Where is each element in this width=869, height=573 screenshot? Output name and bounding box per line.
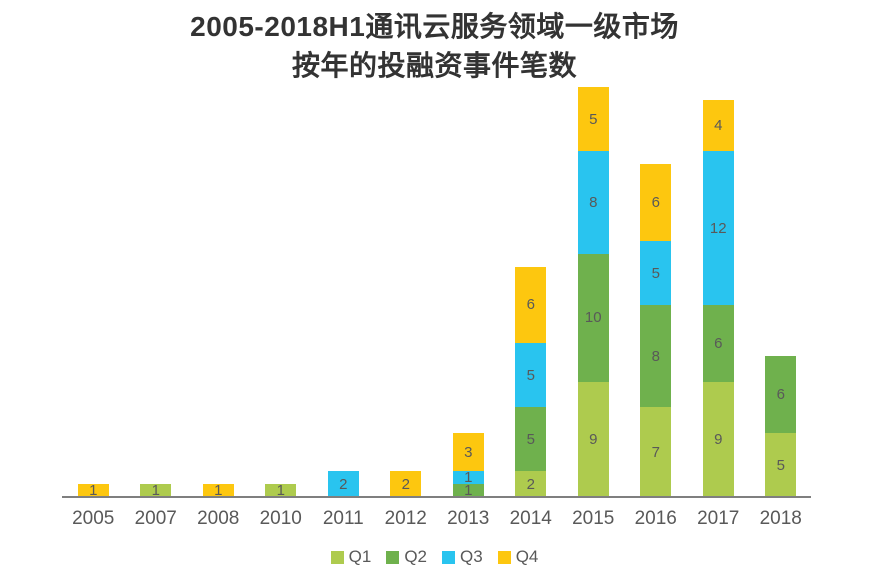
x-axis-label-2015: 2015 <box>572 508 615 529</box>
bar-segment-q1-2015: 9 <box>577 381 609 497</box>
bar-segment-q3-2015: 8 <box>577 151 609 254</box>
bar-segment-q2-2014: 5 <box>515 407 547 472</box>
bar-value-label: 1 <box>151 482 160 500</box>
bar-value-label: 5 <box>651 264 660 282</box>
bar-value-label: 4 <box>714 117 723 135</box>
plot-area: 1 2005 1 2007 1 2008 1 2010 2 2011 2 2012 1 1 3 2013 2 5 5… <box>62 0 812 529</box>
bar-value-label: 2 <box>526 475 535 493</box>
bar-value-label: 8 <box>589 194 598 212</box>
bar-value-label: 1 <box>214 482 223 500</box>
chart-title-line2: 按年的投融资事件笔数 <box>291 49 577 81</box>
bar-segment-q3-2014: 5 <box>515 343 547 408</box>
bar-segment-q2-2015: 10 <box>577 253 609 382</box>
bar-value-label: 3 <box>464 443 473 461</box>
legend-label-q4: Q4 <box>515 547 539 566</box>
x-axis-label-2007: 2007 <box>134 508 177 529</box>
legend-item-q4: Q4 <box>497 547 539 567</box>
bar-value-label: 7 <box>651 443 660 461</box>
bar-segment-q1-2007: 1 <box>140 482 172 500</box>
bar-value-label: 9 <box>589 430 598 448</box>
x-axis-label-2016: 2016 <box>634 508 677 529</box>
bar-segment-q1-2010: 1 <box>265 482 297 500</box>
bar-value-label: 6 <box>714 334 723 352</box>
x-axis-label-2005: 2005 <box>72 508 115 529</box>
bar-segment-q4-2008: 1 <box>202 482 234 500</box>
legend-label-q3: Q3 <box>460 547 483 566</box>
bar-value-label: 2 <box>339 475 348 493</box>
bar-value-label: 5 <box>776 456 785 474</box>
legend-swatch-q3 <box>442 550 455 564</box>
bar-value-label: 10 <box>584 309 602 327</box>
bar-segment-q3-2013: 1 <box>452 469 484 487</box>
bar-value-label: 1 <box>464 482 473 500</box>
x-axis-line <box>62 496 811 498</box>
x-axis-label-2012: 2012 <box>384 508 427 529</box>
bar-segment-q4-2016: 6 <box>640 164 672 241</box>
legend-label-q1: Q1 <box>348 547 372 566</box>
bar-segment-q4-2005: 1 <box>77 482 109 500</box>
bar-segment-q1-2016: 7 <box>640 407 672 497</box>
x-axis-label-2018: 2018 <box>759 508 802 529</box>
bar-segment-q4-2013: 3 <box>452 433 484 472</box>
legend-swatch-q4 <box>497 550 511 564</box>
bar-segment-q4-2015: 5 <box>577 87 609 152</box>
bar-value-label: 6 <box>526 296 535 314</box>
legend-swatch-q1 <box>330 550 344 564</box>
bar-value-label: 6 <box>651 194 660 212</box>
bar-value-label: 1 <box>276 482 285 500</box>
bar-segment-q1-2014: 2 <box>515 471 547 497</box>
chart-title-line1: 2005-2018H1通讯云服务领域一级市场 <box>190 11 679 42</box>
chart-title: 2005-2018H1通讯云服务领域一级市场 按年的投融资事件笔数 <box>0 8 869 85</box>
bar-value-label: 8 <box>651 347 660 365</box>
bar-value-label: 12 <box>709 219 727 237</box>
legend-item-q1: Q1 <box>330 547 372 567</box>
x-axis-label-2017: 2017 <box>697 508 740 529</box>
bar-segment-q3-2011: 2 <box>327 471 359 497</box>
legend-label-q2: Q2 <box>404 547 427 566</box>
bar-segment-q4-2017: 4 <box>702 100 734 152</box>
bar-segment-q2-2013: 1 <box>452 482 484 500</box>
bar-segment-q4-2014: 6 <box>515 266 547 344</box>
bar-segment-q3-2016: 5 <box>640 241 672 305</box>
x-axis-label-2010: 2010 <box>259 508 302 529</box>
bar-value-label: 9 <box>714 430 723 448</box>
legend: Q1 Q2 Q3 Q4 <box>0 547 869 567</box>
x-axis-label-2008: 2008 <box>197 508 240 529</box>
legend-swatch-q2 <box>386 550 400 564</box>
bar-segment-q3-2017: 12 <box>702 151 734 305</box>
bar-segment-q4-2012: 2 <box>390 471 422 497</box>
x-axis-label-2014: 2014 <box>509 508 552 529</box>
bar-value-label: 1 <box>464 469 473 487</box>
legend-item-q2: Q2 <box>386 547 427 567</box>
x-axis-label-2013: 2013 <box>447 508 490 529</box>
bar-segment-q1-2017: 9 <box>702 381 734 497</box>
bar-segment-q1-2018: 5 <box>765 433 797 497</box>
bar-value-label: 5 <box>589 110 598 128</box>
bar-segment-q2-2018: 6 <box>765 356 797 433</box>
legend-item-q3: Q3 <box>442 547 483 567</box>
bar-segment-q2-2016: 8 <box>640 305 672 408</box>
bar-value-label: 2 <box>401 475 410 493</box>
bar-value-label: 6 <box>776 386 785 404</box>
bar-segment-q2-2017: 6 <box>702 305 734 382</box>
x-axis-label-2011: 2011 <box>322 508 364 529</box>
bar-value-label: 5 <box>526 430 535 448</box>
bar-value-label: 5 <box>526 366 535 384</box>
bar-value-label: 1 <box>89 482 98 500</box>
